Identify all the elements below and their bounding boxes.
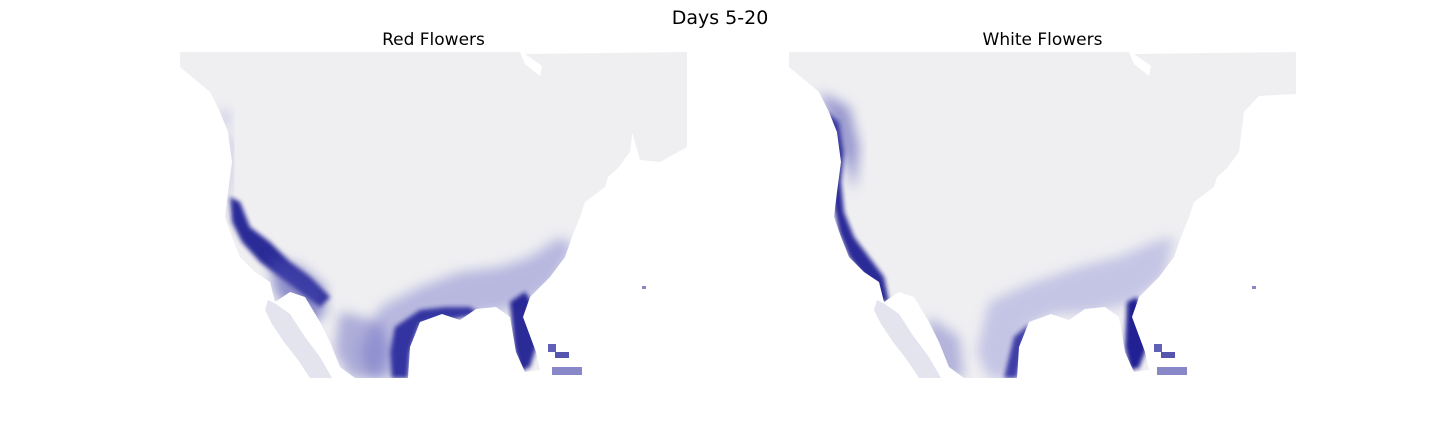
caribbean-islands: [1154, 286, 1256, 375]
figure-title: Days 5-20: [671, 7, 769, 29]
red-flowers-map: [180, 52, 687, 378]
white-flowers-map: [789, 52, 1296, 378]
caribbean-islands: [548, 286, 646, 375]
land-region: [180, 52, 687, 378]
white-flowers-panel-title: White Flowers: [982, 30, 1103, 50]
red-flowers-panel-title: Red Flowers: [382, 30, 485, 50]
land-region: [789, 52, 1296, 378]
